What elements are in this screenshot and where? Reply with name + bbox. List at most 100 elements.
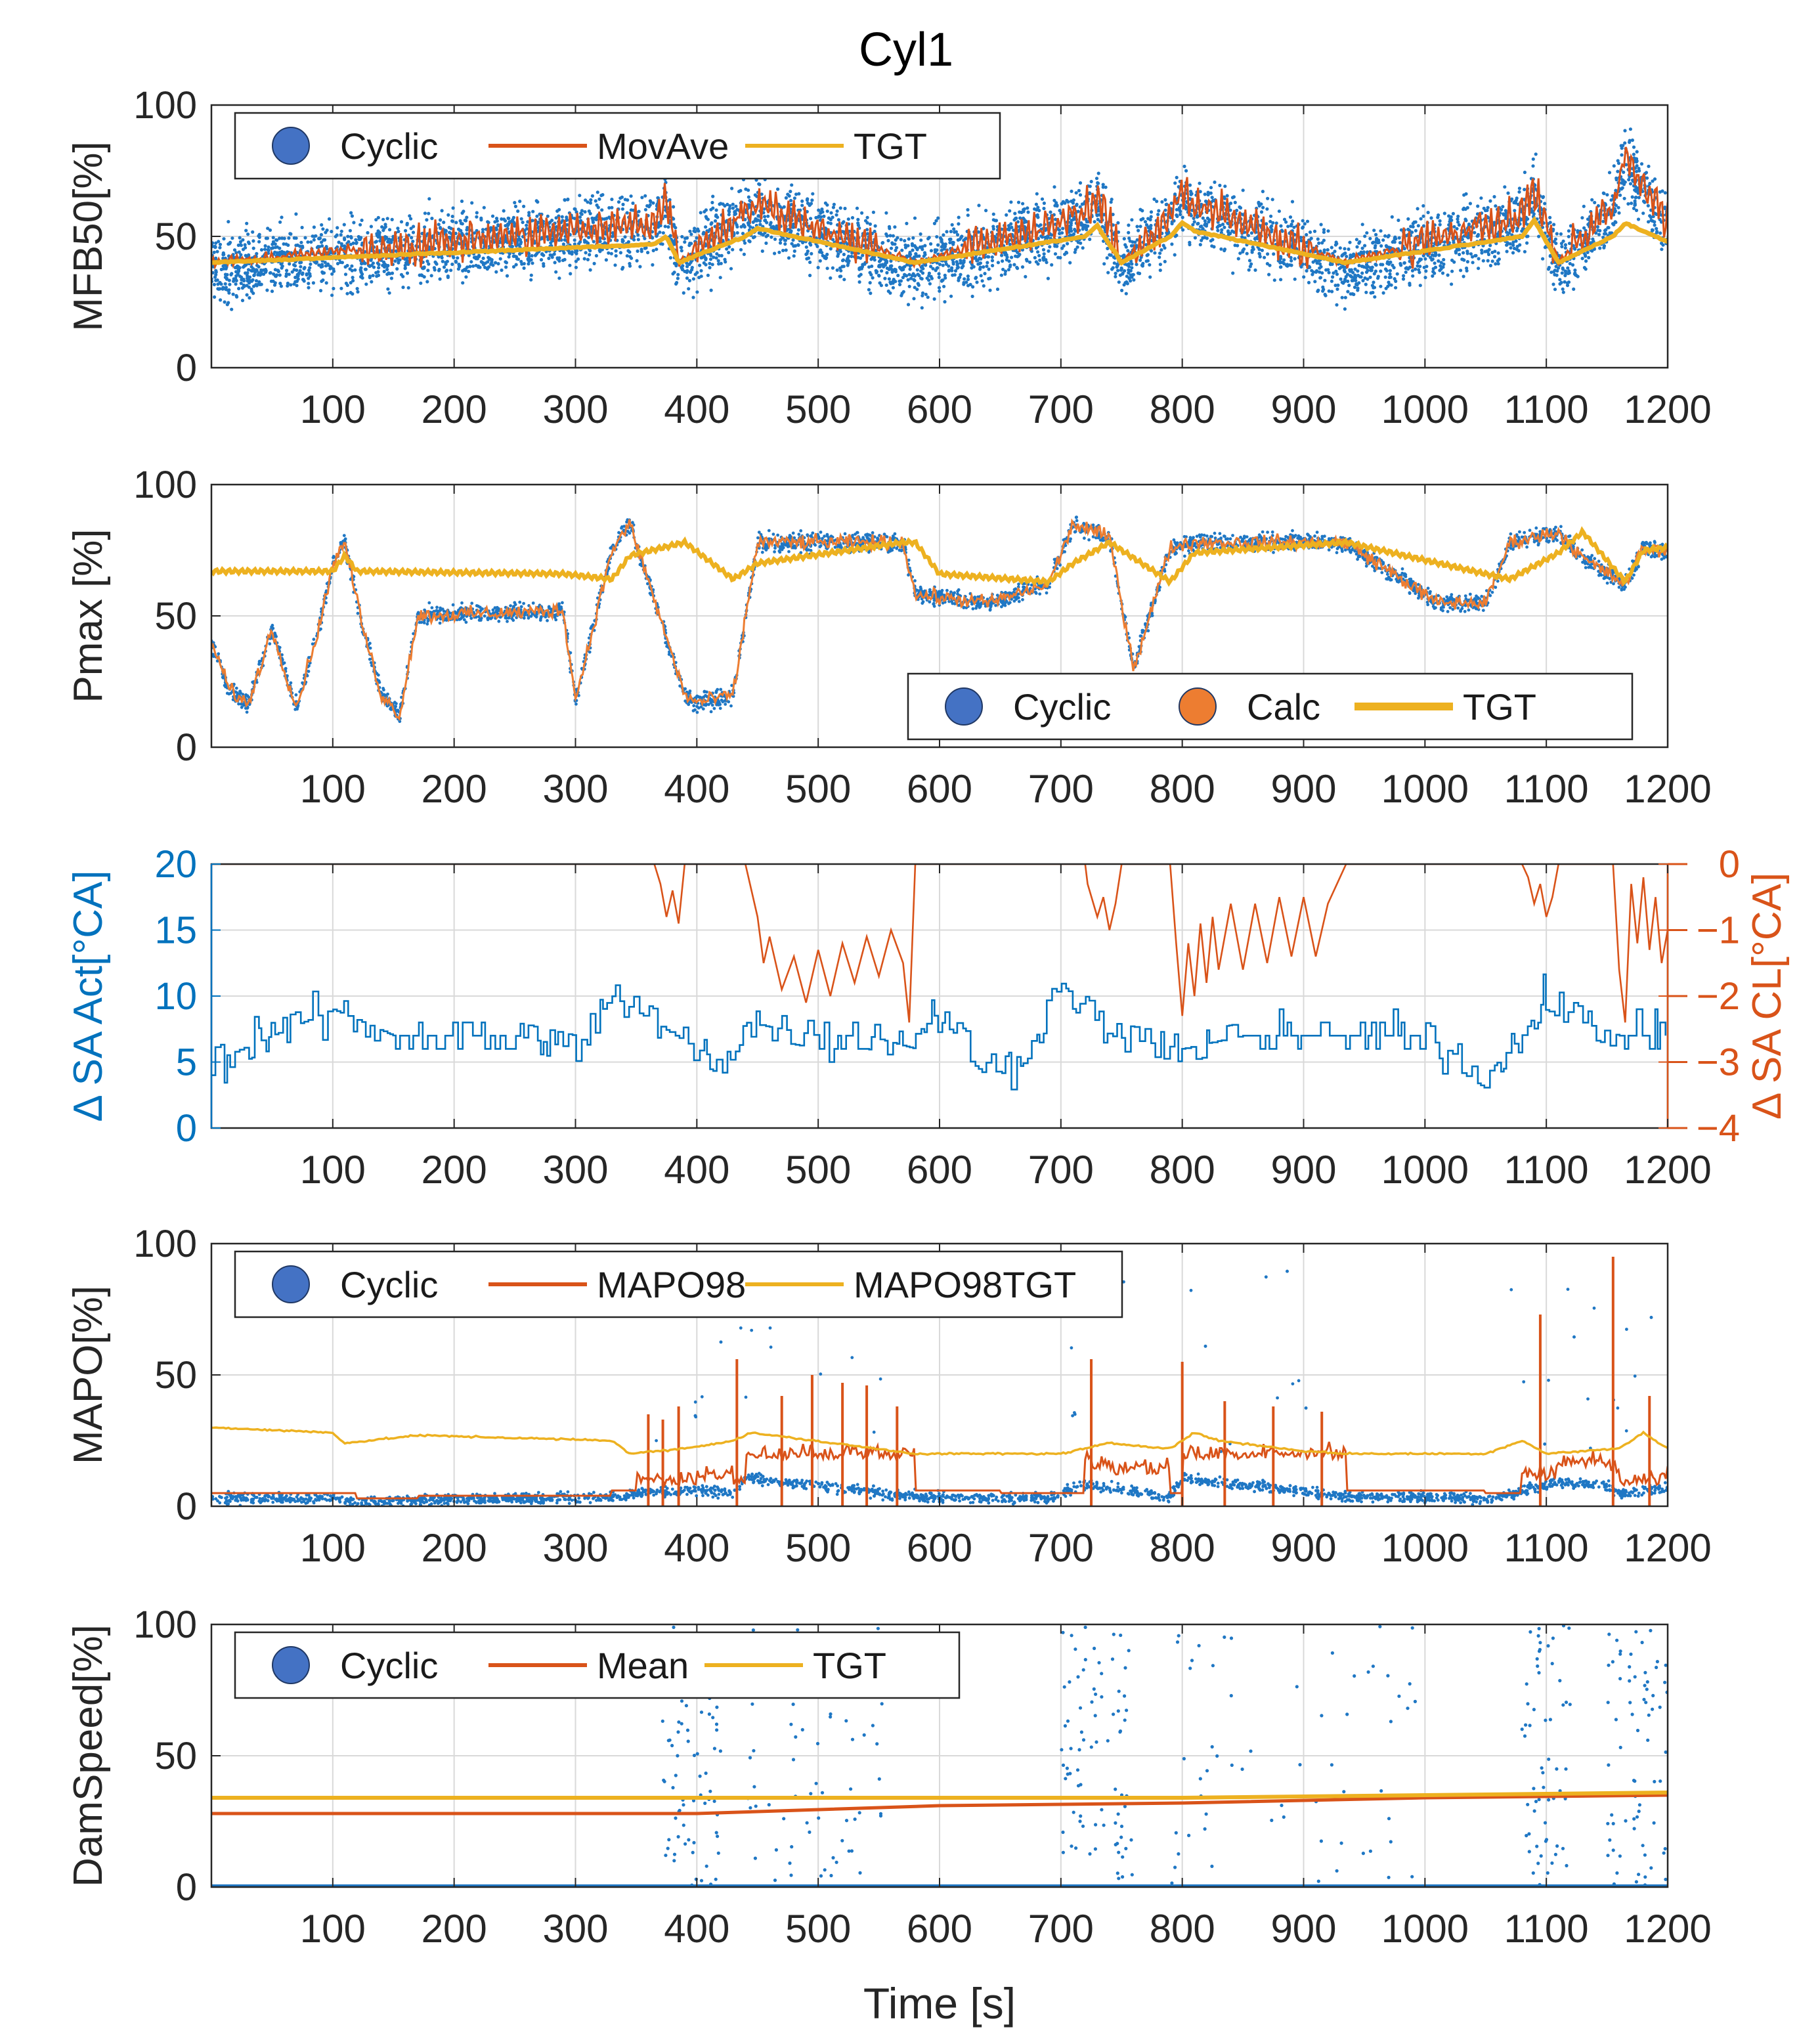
cyclic-point — [311, 234, 314, 238]
cyclic-point — [239, 253, 243, 257]
cyclic-point — [906, 244, 910, 248]
cyclic-point — [796, 243, 800, 247]
cyclic-point — [791, 222, 796, 227]
cyclic-point — [766, 214, 770, 218]
cyclic-point — [846, 217, 850, 221]
cyclic-point — [978, 261, 982, 266]
cyclic-point — [502, 209, 506, 213]
cyclic-point — [1114, 274, 1117, 278]
cyclic-point — [1465, 266, 1469, 271]
cyclic-point — [588, 268, 592, 272]
cyclic-point — [481, 263, 486, 267]
cyclic-point — [1209, 186, 1213, 190]
cyclic-point — [1133, 240, 1137, 244]
cyclic-point — [937, 286, 942, 290]
cyclic-point — [1620, 146, 1624, 150]
cyclic-point — [715, 252, 719, 256]
cyclic-point — [358, 268, 362, 272]
cyclic-point — [943, 300, 947, 304]
cyclic-point — [263, 244, 267, 248]
cyclic-point — [735, 223, 739, 227]
cyclic-point — [280, 266, 284, 270]
cyclic-point — [1590, 198, 1594, 202]
cyclic-point — [1364, 282, 1368, 286]
cyclic-point — [1580, 216, 1584, 220]
cyclic-point — [720, 253, 724, 257]
cyclic-point — [1301, 226, 1305, 230]
cyclic-point — [1037, 253, 1041, 257]
cyclic-point — [1490, 259, 1494, 263]
cyclic-point — [265, 288, 269, 292]
cyclic-point — [239, 281, 243, 286]
cyclic-point — [1614, 178, 1618, 182]
cyclic-point — [1613, 209, 1617, 213]
cyclic-point — [1024, 220, 1028, 224]
cyclic-point — [867, 288, 871, 292]
cyclic-point — [873, 229, 877, 234]
cyclic-point — [522, 262, 526, 266]
cyclic-point — [760, 249, 764, 253]
cyclic-point — [1547, 265, 1551, 270]
cyclic-point — [636, 238, 640, 242]
cyclic-point — [1368, 236, 1372, 240]
cyclic-point — [683, 269, 687, 273]
cyclic-point — [246, 232, 250, 236]
cyclic-point — [1310, 269, 1314, 272]
cyclic-point — [1537, 234, 1541, 238]
cyclic-point — [643, 207, 648, 211]
cyclic-point — [1052, 198, 1056, 202]
cyclic-point — [1188, 183, 1192, 187]
cyclic-point — [695, 236, 699, 240]
cyclic-point — [320, 240, 324, 244]
cyclic-point — [825, 209, 829, 213]
cyclic-point — [832, 202, 836, 206]
cyclic-point — [320, 279, 324, 283]
cyclic-point — [1663, 191, 1667, 195]
cyclic-point — [1105, 256, 1109, 260]
cyclic-point — [878, 281, 882, 285]
cyclic-point — [1389, 260, 1393, 264]
cyclic-point — [676, 276, 680, 280]
cyclic-point — [481, 256, 485, 260]
cyclic-point — [1330, 262, 1334, 266]
cyclic-point — [1418, 265, 1422, 269]
cyclic-point — [646, 251, 650, 255]
cyclic-point — [1078, 205, 1082, 209]
cyclic-point — [397, 229, 401, 234]
cyclic-point — [1045, 261, 1049, 265]
cyclic-point — [214, 272, 218, 276]
cyclic-point — [238, 240, 243, 244]
cyclic-point — [381, 260, 386, 264]
cyclic-point — [456, 256, 460, 260]
cyclic-point — [1563, 243, 1567, 247]
cyclic-point — [1456, 220, 1460, 224]
cyclic-point — [1381, 238, 1385, 242]
cyclic-point — [1203, 192, 1207, 196]
cyclic-point — [1007, 227, 1011, 230]
cyclic-point — [873, 224, 877, 228]
cyclic-point — [1421, 253, 1425, 257]
cyclic-point — [1146, 253, 1150, 257]
cyclic-point — [748, 198, 752, 203]
cyclic-point — [430, 217, 434, 221]
cyclic-point — [1096, 181, 1100, 185]
cyclic-point — [621, 202, 625, 206]
cyclic-point — [811, 192, 815, 196]
cyclic-point — [735, 231, 739, 235]
cyclic-point — [442, 221, 446, 225]
cyclic-point — [1372, 240, 1376, 244]
cyclic-point — [1305, 269, 1309, 273]
cyclic-point — [1587, 255, 1591, 259]
cyclic-point — [894, 248, 898, 252]
cyclic-point — [521, 221, 525, 225]
cyclic-point — [782, 205, 786, 209]
cyclic-point — [1293, 277, 1297, 281]
cyclic-point — [554, 270, 558, 274]
cyclic-point — [680, 249, 683, 253]
cyclic-point — [921, 291, 925, 295]
cyclic-point — [783, 242, 787, 246]
cyclic-point — [651, 201, 655, 205]
cyclic-point — [1181, 215, 1184, 219]
cyclic-point — [1353, 275, 1357, 279]
cyclic-point — [610, 206, 614, 209]
